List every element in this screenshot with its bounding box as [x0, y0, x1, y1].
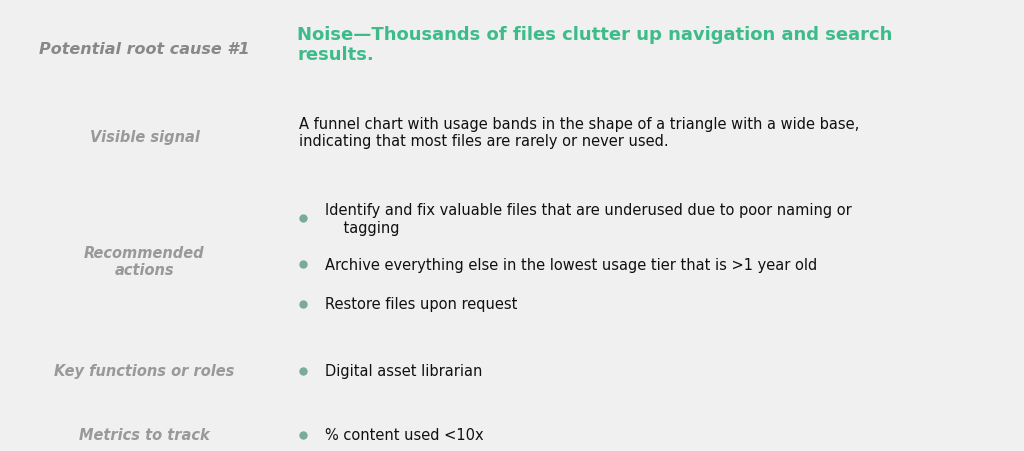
Text: % content used <10x: % content used <10x	[325, 428, 483, 442]
Text: Potential root cause #1: Potential root cause #1	[39, 41, 250, 56]
Text: Restore files upon request: Restore files upon request	[325, 296, 517, 311]
Text: Visible signal: Visible signal	[89, 130, 200, 145]
Text: A funnel chart with usage bands in the shape of a triangle with a wide base,
ind: A funnel chart with usage bands in the s…	[299, 117, 859, 149]
Text: Recommended
actions: Recommended actions	[84, 245, 205, 277]
Text: Key functions or roles: Key functions or roles	[54, 364, 234, 379]
Text: Identify and fix valuable files that are underused due to poor naming or
    tag: Identify and fix valuable files that are…	[325, 203, 852, 235]
Text: Metrics to track: Metrics to track	[79, 428, 210, 442]
Text: Archive everything else in the lowest usage tier that is >1 year old: Archive everything else in the lowest us…	[325, 257, 817, 272]
Text: Noise—Thousands of files clutter up navigation and search
results.: Noise—Thousands of files clutter up navi…	[297, 25, 892, 64]
Text: Digital asset librarian: Digital asset librarian	[325, 364, 482, 379]
